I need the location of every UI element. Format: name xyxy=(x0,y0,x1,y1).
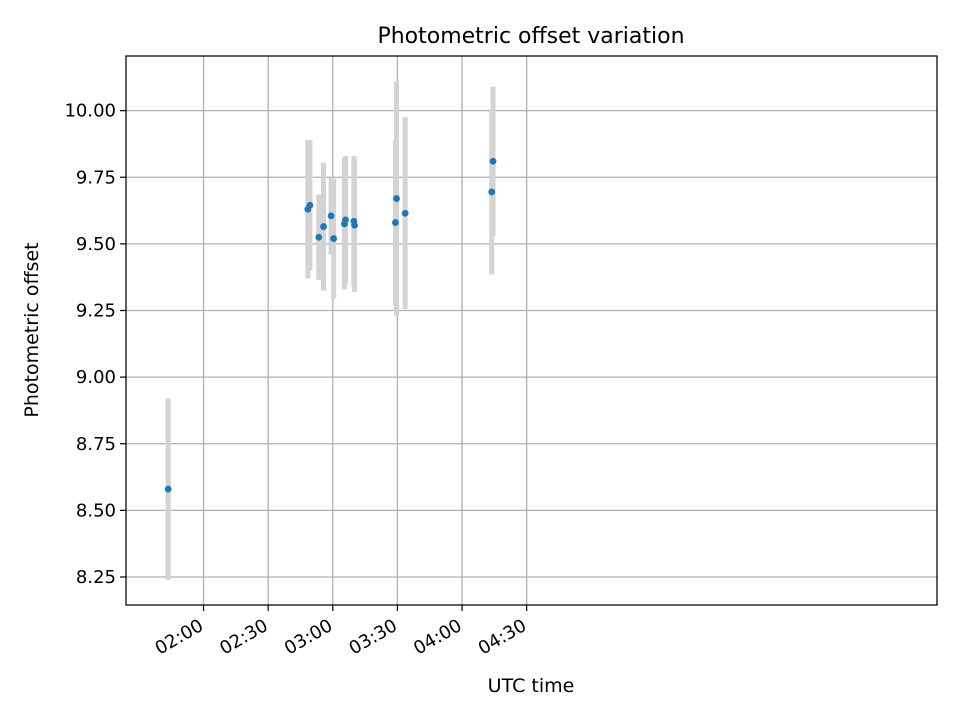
data-point xyxy=(489,157,497,165)
y-tick-label: 9.75 xyxy=(76,167,116,188)
y-tick-label: 9.50 xyxy=(76,234,116,255)
y-tick-label: 9.00 xyxy=(76,367,116,388)
y-tick-label: 8.75 xyxy=(76,434,116,455)
y-axis-ticks: 8.25 8.50 8.75 9.00 9.25 9.50 9.75 10.00 xyxy=(64,101,126,588)
data-points xyxy=(164,157,497,493)
y-tick-label: 9.25 xyxy=(76,301,116,322)
data-point xyxy=(351,221,358,229)
y-tick-label: 8.25 xyxy=(76,567,116,588)
x-axis-label: UTC time xyxy=(488,675,575,697)
data-point xyxy=(342,216,349,224)
data-point xyxy=(330,235,338,242)
data-point xyxy=(315,233,323,241)
chart-title: Photometric offset variation xyxy=(377,24,684,49)
data-point xyxy=(488,188,496,196)
plot-area-frame xyxy=(125,55,938,606)
data-point xyxy=(392,219,399,226)
data-point xyxy=(320,223,327,230)
data-point xyxy=(393,195,400,202)
data-point xyxy=(401,209,409,217)
data-point xyxy=(327,212,335,220)
data-point xyxy=(164,485,172,493)
y-axis-label: Photometric offset xyxy=(21,242,43,417)
y-tick-label: 10.00 xyxy=(64,101,116,122)
y-tick-label: 8.50 xyxy=(76,500,116,521)
grid-lines xyxy=(126,56,937,605)
data-point xyxy=(306,201,314,209)
